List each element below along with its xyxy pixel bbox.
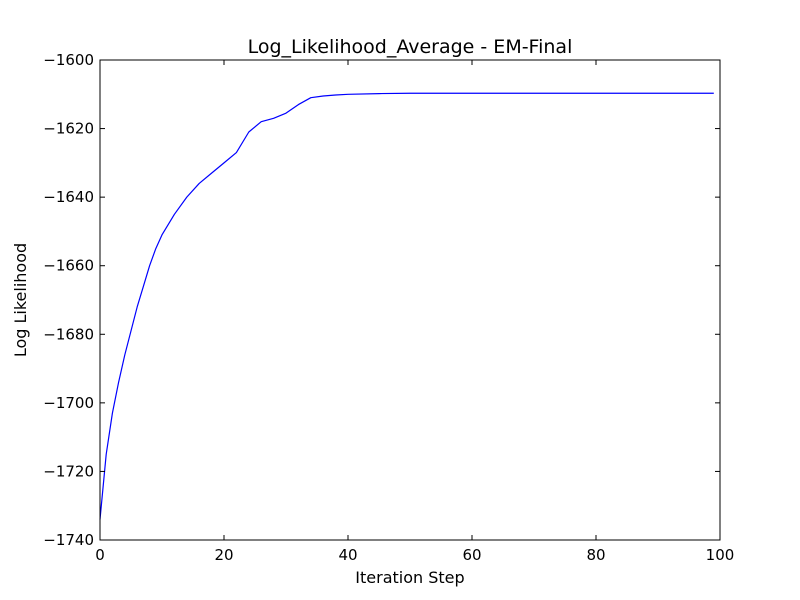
- y-tick-label: −1640: [43, 188, 94, 206]
- plot-layer: [99, 92, 714, 520]
- x-tick-label: 60: [462, 546, 481, 564]
- y-axis-label: Log Likelihood: [11, 243, 30, 357]
- x-tick-label: 20: [214, 546, 233, 564]
- series-line-0: [99, 92, 714, 520]
- ticks-layer: 0 20 40 60 80 100 −1740 −1720 −1700 −1680 −1660 −16…: [43, 51, 734, 564]
- x-axis-label: Iteration Step: [355, 568, 464, 587]
- x-tick-label: 80: [586, 546, 605, 564]
- y-tick-label: −1720: [43, 462, 94, 480]
- y-tick-label: −1740: [43, 531, 94, 549]
- y-tick-label: −1680: [43, 325, 94, 343]
- y-tick-label: −1700: [43, 394, 94, 412]
- y-tick-label: −1600: [43, 51, 94, 69]
- x-tick-label: 40: [338, 546, 357, 564]
- chart-title: Log_Likelihood_Average - EM-Final: [248, 36, 573, 58]
- x-tick-label: 0: [95, 546, 105, 564]
- x-tick-label: 100: [706, 546, 735, 564]
- y-tick-label: −1660: [43, 257, 94, 275]
- y-tick-label: −1620: [43, 120, 94, 138]
- plot-frame: [99, 59, 721, 541]
